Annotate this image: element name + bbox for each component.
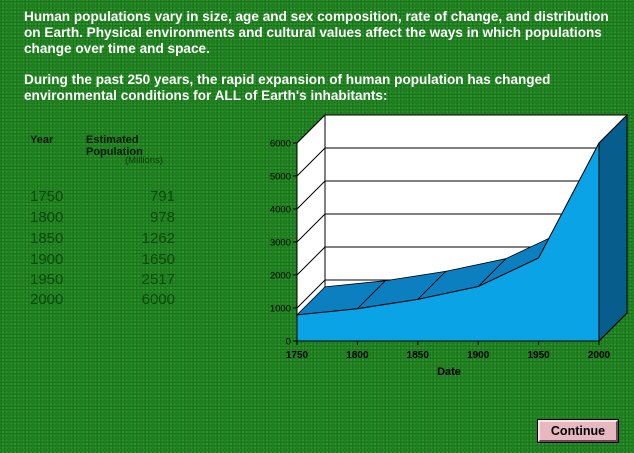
intro-paragraph-2: During the past 250 years, the rapid exp… [24,72,551,103]
chart-area-series [295,113,628,343]
y-tick-label: 3000 [270,238,291,249]
area-front-face [296,142,600,342]
table-row-year: 1800 [30,209,64,226]
table-row-year: 1850 [30,230,64,247]
table-row-population: 791 [149,188,175,205]
gridline [296,246,627,276]
population-unit-label: (Millions) [125,155,163,166]
table-row-year: 1950 [30,271,64,288]
x-axis-label: Date [437,366,461,378]
x-tick-label: 2000 [588,350,611,361]
continue-button[interactable]: Continue [537,419,619,443]
gridline [296,180,627,210]
x-tick-label: 1800 [346,350,369,361]
table-row-population: 978 [149,209,175,226]
column-header-population: Estimated Population [86,134,143,158]
table-row-year: 1900 [30,251,64,268]
area-side-face [598,113,628,343]
y-tick-label: 5000 [270,172,291,183]
y-tick-label: 2000 [270,271,291,282]
table-row-year: 2000 [30,291,64,308]
gridline [296,114,627,144]
y-tick-label: 4000 [270,205,291,216]
y-tick-label: 6000 [270,139,291,150]
table-row-population: 2517 [141,271,175,288]
x-tick-label: 1950 [527,350,550,361]
y-tick-label: 1000 [270,304,291,315]
table-row-population: 1650 [141,251,175,268]
table-row-population: 6000 [141,291,175,308]
table-row-year: 1750 [30,188,64,205]
x-tick-label: 1850 [407,350,430,361]
chart-grid [296,114,627,309]
y-tick-label: 0 [286,337,291,348]
gridline [296,147,627,177]
gridline [296,213,627,243]
intro-paragraph-1: Human populations vary in size, age and … [24,9,609,56]
y-axis-ticks: 0 1000 2000 3000 4000 5000 6000 [270,139,297,348]
x-axis-ticks: 1750 1800 1850 1900 1950 2000 [286,341,611,361]
table-row-population: 1262 [141,230,175,247]
column-header-year: Year [30,134,54,146]
x-tick-label: 1900 [467,350,490,361]
x-tick-label: 1750 [286,350,309,361]
